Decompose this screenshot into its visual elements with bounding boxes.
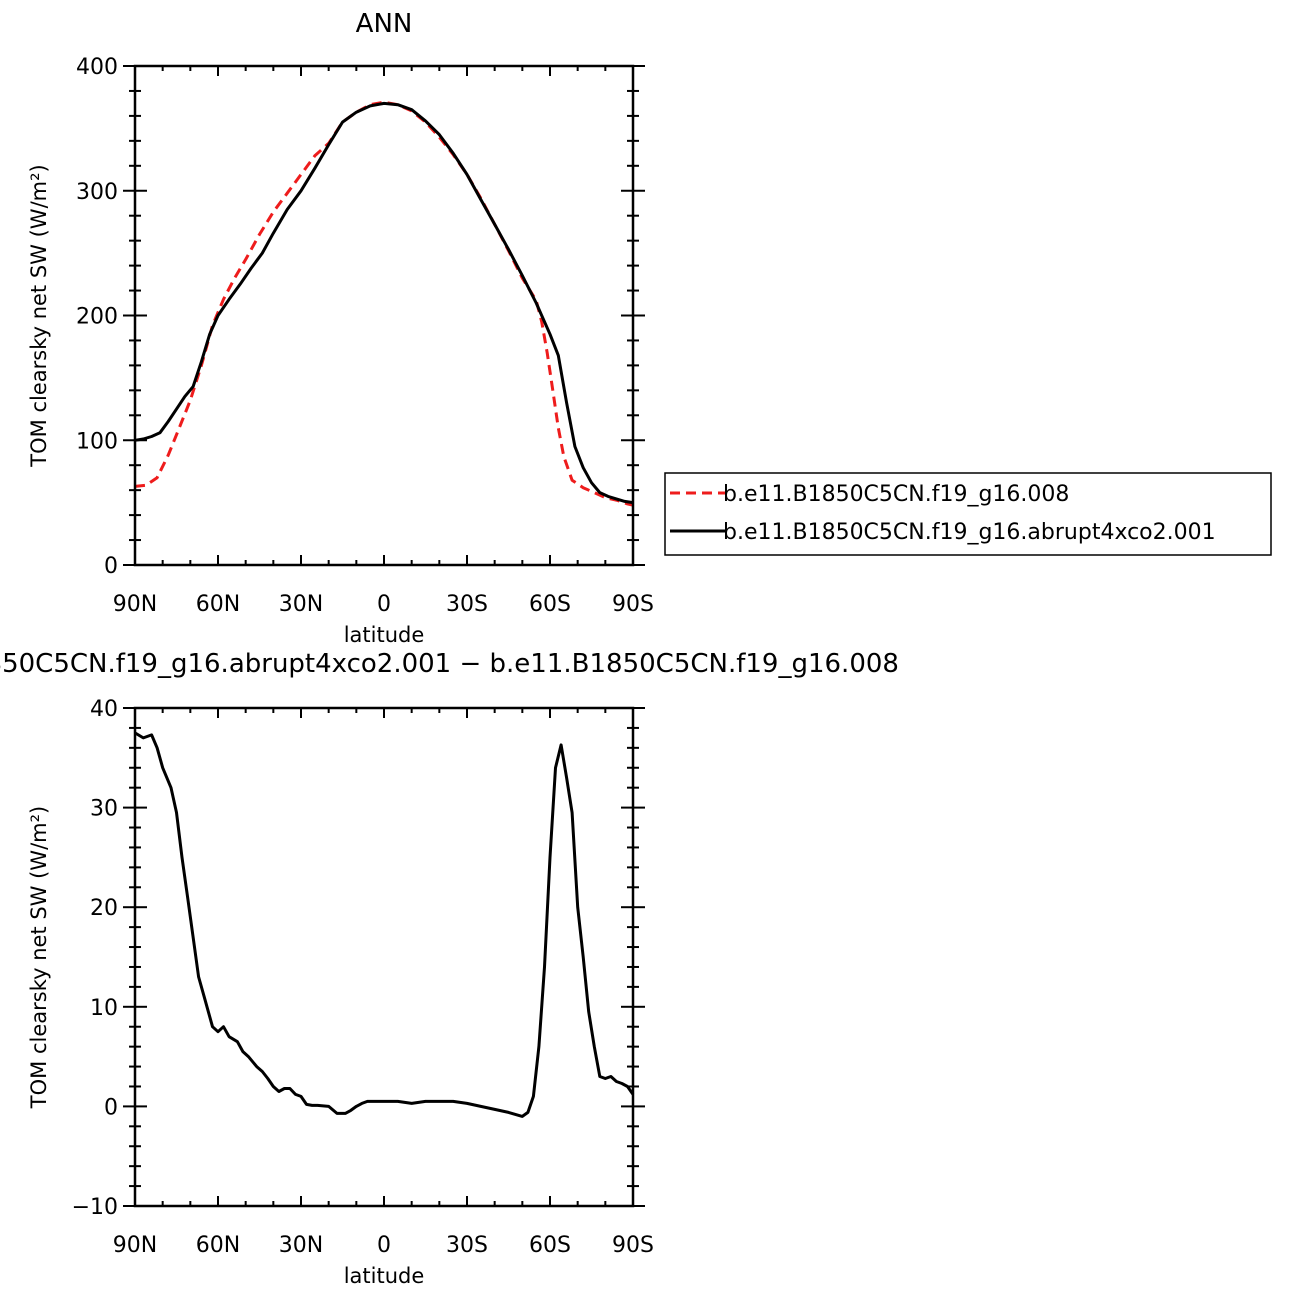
plot-frame	[133, 64, 635, 567]
x-tick-label: 0	[377, 592, 391, 617]
x-tick-label: 30N	[279, 592, 323, 617]
y-tick-label: −10	[72, 1195, 118, 1220]
x-tick-label: 30S	[446, 1233, 488, 1258]
y-tick-label: 300	[76, 180, 118, 205]
y-axis-label: TOM clearsky net SW (W/m²)	[27, 806, 51, 1109]
x-tick-label: 90S	[612, 1233, 654, 1258]
chart-title: b.e11.B1850C5CN.f19_g16.abrupt4xco2.001 …	[0, 649, 899, 679]
chart-title: ANN	[356, 9, 413, 39]
legend-label-2: b.e11.B1850C5CN.f19_g16.abrupt4xco2.001	[723, 520, 1216, 545]
y-tick-label: 10	[90, 996, 118, 1021]
x-axis-label: latitude	[344, 1264, 425, 1288]
y-axis-label: TOM clearsky net SW (W/m²)	[27, 164, 51, 467]
x-tick-label: 60S	[529, 592, 571, 617]
y-tick-label: 0	[104, 554, 118, 579]
y-tick-label: 200	[76, 305, 118, 330]
x-tick-label: 0	[377, 1233, 391, 1258]
x-tick-label: 60S	[529, 1233, 571, 1258]
x-tick-label: 90S	[612, 592, 654, 617]
legend-label-1: b.e11.B1850C5CN.f19_g16.008	[723, 482, 1069, 507]
x-tick-label: 30S	[446, 592, 488, 617]
x-tick-label: 90N	[113, 592, 157, 617]
y-tick-label: 400	[76, 55, 118, 80]
y-tick-label: 20	[90, 896, 118, 921]
x-axis-label: latitude	[344, 623, 425, 647]
panel-1: ANN TOM clearsky net SW (W/m²) latitude 90N…	[27, 9, 1272, 647]
x-tick-label: 30N	[279, 1233, 323, 1258]
panel-2: b.e11.B1850C5CN.f19_g16.abrupt4xco2.001 …	[0, 649, 899, 1288]
y-tick-label: 100	[76, 429, 118, 454]
x-tick-label: 60N	[196, 1233, 240, 1258]
x-tick-label: 90N	[113, 1233, 157, 1258]
y-tick-label: 0	[104, 1095, 118, 1120]
x-tick-label: 60N	[196, 592, 240, 617]
series-line-1	[134, 731, 635, 1118]
legend: b.e11.B1850C5CN.f19_g16.008 b.e11.B1850C5…	[664, 472, 1272, 556]
y-tick-label: 30	[90, 797, 118, 822]
series-line-2	[134, 101, 634, 505]
legend-box	[664, 472, 1272, 556]
plot-frame	[133, 706, 635, 1208]
series-line-1	[134, 100, 634, 507]
y-tick-label: 40	[90, 697, 118, 722]
